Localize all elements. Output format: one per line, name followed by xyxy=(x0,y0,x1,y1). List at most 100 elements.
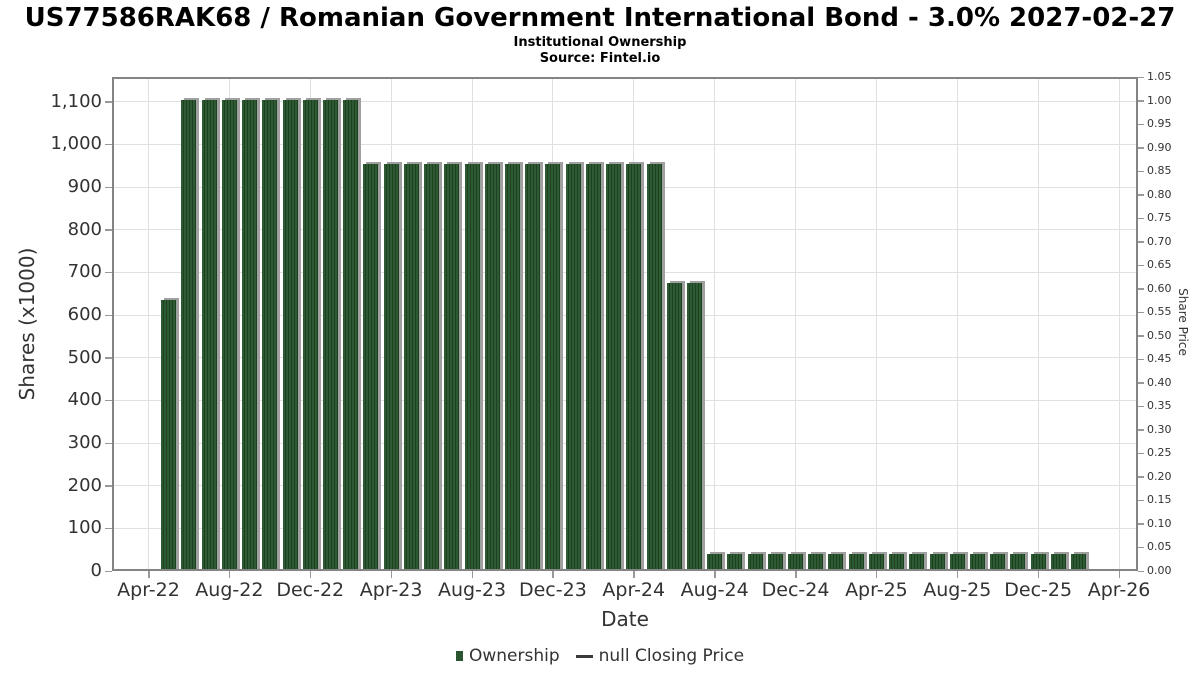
y-axis-tick-label-left: 200 xyxy=(67,474,102,496)
legend-item-closing-price[interactable]: null Closing Price xyxy=(575,646,744,666)
ownership-bar[interactable] xyxy=(929,553,945,571)
y-axis-tick-label-right: 0.15 xyxy=(1147,493,1172,507)
ownership-bar[interactable] xyxy=(889,553,905,571)
gridline-vertical xyxy=(1118,77,1120,571)
y-axis-tick-label-left: 100 xyxy=(67,517,102,539)
ownership-bar[interactable] xyxy=(262,99,278,571)
ownership-bar[interactable] xyxy=(504,163,520,571)
ownership-bar[interactable] xyxy=(242,99,258,571)
gridline-horizontal xyxy=(112,101,1138,103)
ownership-bar[interactable] xyxy=(808,553,824,571)
x-axis-tick xyxy=(633,571,635,578)
ownership-bar[interactable] xyxy=(363,163,379,571)
y-axis-tick-label-right: 0.10 xyxy=(1147,516,1172,530)
ownership-bar[interactable] xyxy=(403,163,419,571)
ownership-bar[interactable] xyxy=(343,99,359,571)
ownership-bar[interactable] xyxy=(949,553,965,571)
x-axis-tick-label: Dec-23 xyxy=(518,579,587,601)
gridline-horizontal xyxy=(112,143,1138,145)
x-axis-tick xyxy=(390,571,393,578)
ownership-bar[interactable] xyxy=(626,163,642,571)
ownership-bar[interactable] xyxy=(868,553,884,571)
y-axis-tick-label-left: 700 xyxy=(67,261,102,283)
ownership-bar[interactable] xyxy=(1010,553,1026,571)
gridline-vertical xyxy=(795,77,797,571)
ownership-bar[interactable] xyxy=(747,553,763,571)
ownership-bar[interactable] xyxy=(788,553,804,571)
ownership-bar[interactable] xyxy=(909,553,925,571)
y-axis-tick-label-right: 0.40 xyxy=(1147,375,1172,389)
x-axis-tick xyxy=(228,571,231,578)
ownership-bar[interactable] xyxy=(161,300,177,571)
ownership-bar[interactable] xyxy=(646,163,662,571)
ownership-bar[interactable] xyxy=(727,553,743,571)
ownership-bar[interactable] xyxy=(545,163,561,571)
y-axis-tick-label-right: 0.85 xyxy=(1147,164,1172,178)
ownership-legend-swatch-icon xyxy=(455,651,463,661)
gridline-vertical xyxy=(1037,77,1039,571)
y-axis-tick-label-right: 1.00 xyxy=(1147,93,1172,107)
y-axis-tick-left xyxy=(105,271,112,274)
x-axis-tick-label: Dec-25 xyxy=(1004,579,1073,601)
y-axis-tick-label-right: 0.75 xyxy=(1147,211,1172,225)
y-axis-tick-label-right: 0.60 xyxy=(1147,281,1172,295)
y-axis-tick-right xyxy=(1138,311,1144,314)
y-axis-tick-label-right: 0.90 xyxy=(1147,140,1172,154)
y-axis-tick-label-right: 0.50 xyxy=(1147,328,1172,342)
x-axis-tick-label: Apr-26 xyxy=(1087,579,1151,601)
ownership-bar[interactable] xyxy=(686,283,702,571)
ownership-bar[interactable] xyxy=(990,553,1006,571)
ownership-bar[interactable] xyxy=(181,99,197,571)
ownership-bar[interactable] xyxy=(322,99,338,571)
y-axis-tick-right xyxy=(1138,170,1144,173)
x-axis-tick xyxy=(148,571,150,578)
gridline-horizontal xyxy=(112,186,1138,188)
y-axis-tick-right xyxy=(1138,546,1144,549)
ownership-bar[interactable] xyxy=(828,553,844,571)
gridline-horizontal xyxy=(112,485,1138,487)
y-axis-tick-label-right: 0.35 xyxy=(1147,399,1172,413)
y-axis-tick-right xyxy=(1138,429,1144,431)
ownership-bar[interactable] xyxy=(970,553,986,571)
y-axis-tick-label-right: 0.05 xyxy=(1147,540,1172,554)
ownership-bar[interactable] xyxy=(302,99,318,571)
ownership-bar[interactable] xyxy=(666,283,682,571)
ownership-bar[interactable] xyxy=(565,163,581,571)
ownership-bar[interactable] xyxy=(707,553,723,571)
ownership-bar[interactable] xyxy=(848,553,864,571)
ownership-bar[interactable] xyxy=(444,163,460,571)
ownership-bar[interactable] xyxy=(525,163,541,571)
y-axis-tick-right xyxy=(1138,76,1144,78)
ownership-bar[interactable] xyxy=(1030,553,1046,571)
chart-subtitle: Institutional Ownership xyxy=(513,35,687,50)
y-axis-tick-right xyxy=(1138,123,1144,126)
y-axis-tick-label-right: 0.70 xyxy=(1147,234,1172,248)
ownership-bar[interactable] xyxy=(484,163,500,571)
ownership-bar[interactable] xyxy=(585,163,601,571)
ownership-bar[interactable] xyxy=(464,163,480,571)
y-axis-tick-right xyxy=(1138,264,1144,267)
y-axis-tick-left xyxy=(105,229,112,231)
ownership-bar[interactable] xyxy=(1071,553,1087,571)
ownership-bar[interactable] xyxy=(606,163,622,571)
legend-ownership-label: Ownership xyxy=(468,646,560,666)
y-axis-tick-label-right: 0.55 xyxy=(1147,305,1172,319)
ownership-bar[interactable] xyxy=(383,163,399,571)
ownership-bar[interactable] xyxy=(282,99,298,571)
ownership-bar[interactable] xyxy=(221,99,237,571)
y-axis-tick-label-right: 0.95 xyxy=(1147,117,1172,131)
x-axis-tick xyxy=(875,571,878,578)
y-axis-tick-label-right: 0.25 xyxy=(1147,446,1172,460)
ownership-bar[interactable] xyxy=(767,553,783,571)
x-axis-tick-label: Aug-22 xyxy=(195,579,264,601)
y-axis-tick-label-right: 0.20 xyxy=(1147,469,1172,483)
ownership-bar[interactable] xyxy=(424,163,440,571)
x-axis-tick xyxy=(1118,571,1121,578)
x-axis-tick-label: Apr-25 xyxy=(845,579,908,601)
legend-item-ownership[interactable]: Ownership xyxy=(455,646,560,666)
ownership-bar[interactable] xyxy=(1050,553,1066,571)
ownership-bar[interactable] xyxy=(201,99,217,571)
y-axis-tick-right xyxy=(1138,382,1144,384)
y-axis-tick-left xyxy=(105,570,112,572)
